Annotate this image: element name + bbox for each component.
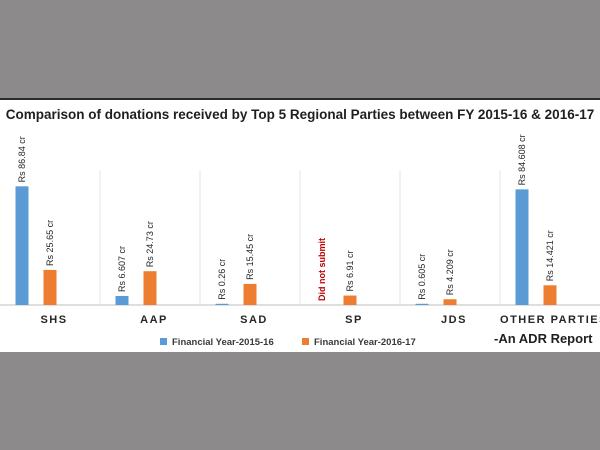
category-label: OTHER PARTIES [500,314,600,326]
data-label: Rs 6.91 cr [345,251,355,292]
bar-jds-series-1 [415,303,429,305]
data-label: Rs 84.608 cr [517,134,527,185]
data-label: Rs 24.73 cr [145,221,155,267]
bar-aap-series-1 [115,295,129,305]
data-label: Rs 86.84 cr [17,136,27,182]
data-label: Rs 4.209 cr [445,249,455,295]
bar-aap-series-2 [143,271,157,305]
bar-sad-series-1 [215,303,229,305]
data-label: Rs 6.607 cr [117,246,127,292]
data-label: Rs 0.605 cr [417,254,427,300]
bar-sad-series-2 [243,283,257,305]
chart-panel: Comparison of donations received by Top … [0,98,600,352]
bar-other-parties-series-2 [543,285,557,305]
legend-swatch-2015-16 [160,338,167,345]
bar-jds-series-2 [443,299,457,305]
data-label: Rs 0.26 cr [217,259,227,300]
category-label: SP [345,314,363,326]
data-label: Rs 14.421 cr [545,230,555,281]
legend-label-2015-16: Financial Year-2015-16 [172,337,274,348]
legend-swatch-2016-17 [302,338,309,345]
bar-shs-series-1 [15,186,29,305]
legend-item-2016-17: Financial Year-2016-17 [302,337,416,348]
category-label: SHS [40,314,67,326]
data-label: Did not submit [317,238,327,301]
category-label: JDS [441,314,467,326]
legend-label-2016-17: Financial Year-2016-17 [314,337,416,348]
data-label: Rs 25.65 cr [45,220,55,266]
bar-other-parties-series-1 [515,189,529,305]
bar-sp-series-2 [343,295,357,305]
category-label: SAD [240,314,268,326]
chart-title: Comparison of donations received by Top … [5,107,595,122]
data-label: Rs 15.45 cr [245,234,255,280]
legend-item-2015-16: Financial Year-2015-16 [160,337,274,348]
bar-chart: Rs 86.84 cr Rs 25.65 cr SHS Rs 6.607 cr Rs 2… [0,134,600,326]
source-note: -An ADR Report [494,331,593,346]
category-label: AAP [140,314,168,326]
bar-shs-series-2 [43,269,57,305]
panel-top-border [0,98,600,100]
